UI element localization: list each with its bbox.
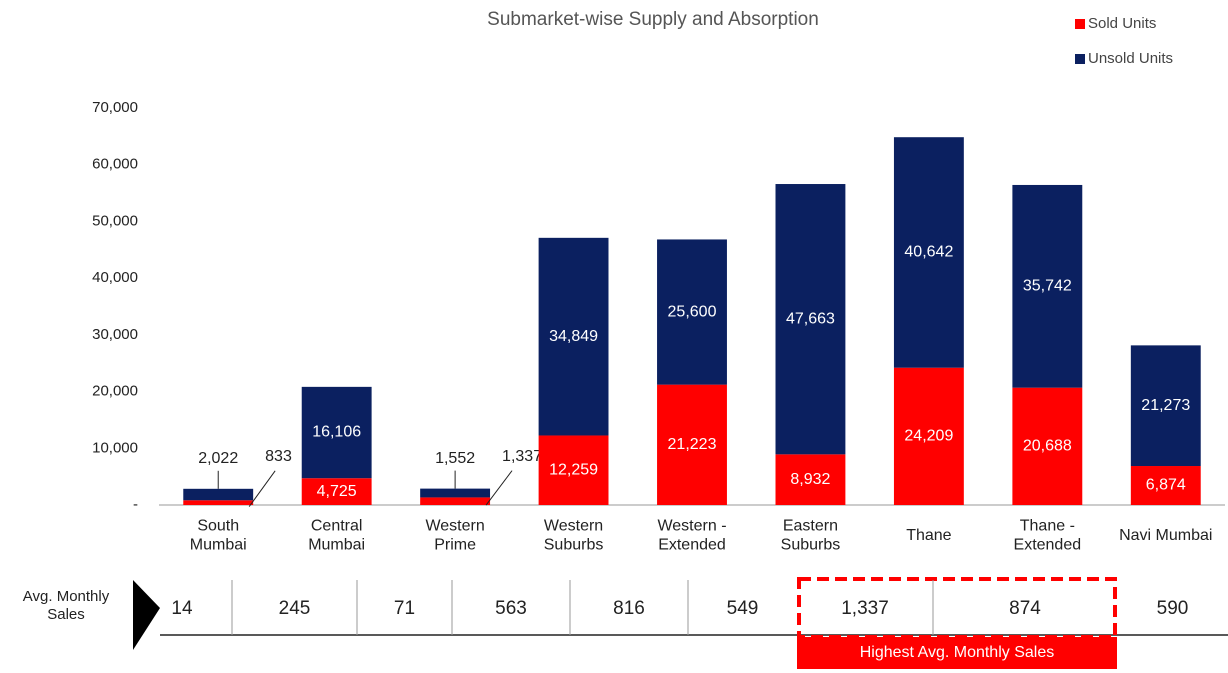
avg-sales-value: 816 <box>613 598 645 619</box>
chart-title: Submarket-wise Supply and Absorption <box>487 9 819 30</box>
x-tick-label: Western Prime <box>425 518 484 554</box>
bar-segment <box>183 488 254 501</box>
avg-sales-value: 1,337 <box>841 598 889 619</box>
y-tick-label: 20,000 <box>92 383 138 400</box>
bar-segment <box>1012 184 1083 388</box>
data-label: 16,106 <box>312 424 361 441</box>
x-tick-label: Eastern Suburbs <box>781 518 841 554</box>
legend-label: Sold Units <box>1088 15 1156 32</box>
data-label: 35,742 <box>1023 278 1072 295</box>
avg-sales-value: 590 <box>1157 598 1189 619</box>
x-tick-label: Thane <box>906 527 951 544</box>
bar-segment <box>1130 345 1201 467</box>
leader-line <box>485 470 513 506</box>
x-tick-label: Navi Mumbai <box>1119 527 1212 544</box>
data-label: 1,337 <box>502 448 542 465</box>
x-tick-label: Western Suburbs <box>544 518 604 554</box>
x-tick-label: South Mumbai <box>190 518 247 554</box>
bar-segment <box>1130 466 1201 505</box>
avg-sales-value: 874 <box>1009 598 1041 619</box>
data-label: 1,552 <box>435 450 475 467</box>
data-label: 20,688 <box>1023 438 1072 455</box>
y-tick-label: 60,000 <box>92 156 138 173</box>
bar-segment <box>893 367 964 505</box>
y-tick-label: 70,000 <box>92 99 138 116</box>
y-tick-label: 10,000 <box>92 439 138 456</box>
bar-segment <box>420 488 491 498</box>
x-tick-label: Central Mumbai <box>308 518 365 554</box>
avg-sales-value: 245 <box>279 598 311 619</box>
row-arrow <box>133 580 160 650</box>
leader-line <box>248 470 276 507</box>
avg-sales-value: 563 <box>495 598 527 619</box>
bar-segment <box>893 137 964 368</box>
y-tick-label: - <box>133 496 138 513</box>
bar-segment <box>183 500 254 505</box>
data-label: 833 <box>265 448 292 465</box>
data-label: 4,725 <box>317 483 357 500</box>
data-label: 21,223 <box>668 436 717 453</box>
y-tick-label: 30,000 <box>92 326 138 343</box>
avg-sales-value: 71 <box>394 598 415 619</box>
bar-segment <box>301 386 372 479</box>
data-label: 34,849 <box>549 328 598 345</box>
x-tick-label: Thane -Extended <box>1014 518 1082 554</box>
avg-sales-value: 549 <box>727 598 759 619</box>
bar-segment <box>775 184 846 455</box>
x-tick-label: Western -Extended <box>657 518 726 554</box>
annotation: Highest Avg. Monthly Sales <box>860 644 1054 661</box>
data-label: 47,663 <box>786 310 835 327</box>
data-label: 21,273 <box>1141 397 1190 414</box>
data-label: 40,642 <box>904 244 953 261</box>
y-tick-label: 50,000 <box>92 212 138 229</box>
data-label: 12,259 <box>549 461 598 478</box>
bar-segment <box>1012 387 1083 505</box>
bar-segment <box>301 478 372 505</box>
bar-segment <box>657 239 727 385</box>
bar-segment <box>420 497 491 505</box>
data-label: 6,874 <box>1146 477 1186 494</box>
data-label: 2,022 <box>198 450 238 467</box>
bar-segment <box>538 435 609 505</box>
data-label: 25,600 <box>668 303 717 320</box>
avg-sales-value: 14 <box>171 598 193 619</box>
y-tick-label: 40,000 <box>92 269 138 286</box>
row-label: Avg. Monthly Sales <box>23 588 110 623</box>
legend-swatch <box>1075 54 1085 64</box>
data-label: 8,932 <box>790 471 830 488</box>
legend-swatch <box>1075 19 1085 29</box>
annotation-box <box>797 637 1117 669</box>
data-label: 24,209 <box>904 428 953 445</box>
bar-segment <box>775 454 846 505</box>
bar-segment <box>538 237 609 436</box>
legend-label: Unsold Units <box>1088 50 1173 67</box>
bar-segment <box>657 384 727 505</box>
